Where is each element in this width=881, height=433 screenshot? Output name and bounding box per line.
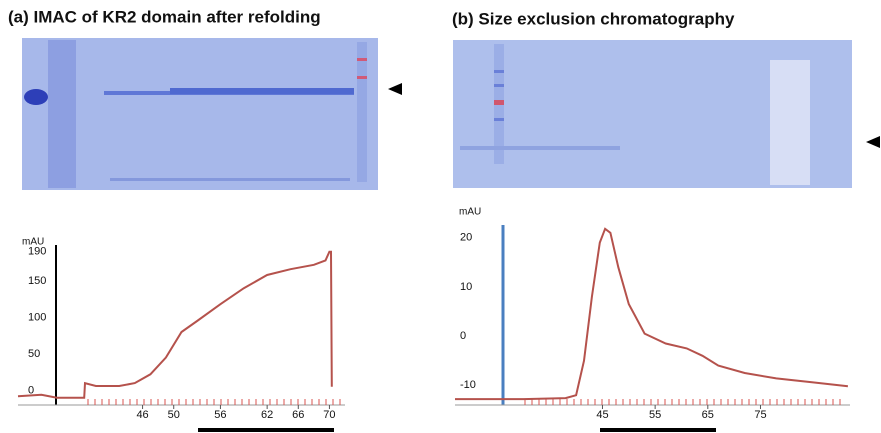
panel-title: (a) IMAC of KR2 domain after refolding <box>8 7 321 26</box>
gel-image <box>22 38 402 190</box>
gel-image <box>453 40 880 188</box>
y-axis-label: mAU <box>459 207 481 218</box>
y-tick-label: 0 <box>28 384 34 396</box>
y-tick-label: 190 <box>28 246 46 258</box>
y-tick-label: 50 <box>28 348 40 360</box>
y-tick-label: -10 <box>460 379 476 391</box>
panel-title: (b) Size exclusion chromatography <box>452 9 735 28</box>
y-axis-label: mAU <box>22 237 44 248</box>
x-tick-label: 55 <box>649 409 661 421</box>
chromatogram-line <box>455 227 849 401</box>
y-tick-label: 100 <box>28 311 46 323</box>
x-tick-label: 46 <box>136 409 148 421</box>
y-tick-label: 150 <box>28 275 46 287</box>
x-tick-label: 56 <box>214 409 226 421</box>
x-tick-label: 50 <box>168 409 180 421</box>
y-tick-label: 10 <box>460 281 472 293</box>
y-tick-label: 0 <box>460 330 466 342</box>
chromatogram-line <box>17 250 333 399</box>
x-tick-label: 75 <box>754 409 766 421</box>
y-tick-label: 20 <box>460 232 472 244</box>
x-tick-label: 62 <box>261 409 273 421</box>
x-tick-label: 65 <box>702 409 714 421</box>
x-tick-label: 45 <box>596 409 608 421</box>
x-tick-label: 66 <box>292 409 304 421</box>
x-tick-label: 70 <box>323 409 335 421</box>
